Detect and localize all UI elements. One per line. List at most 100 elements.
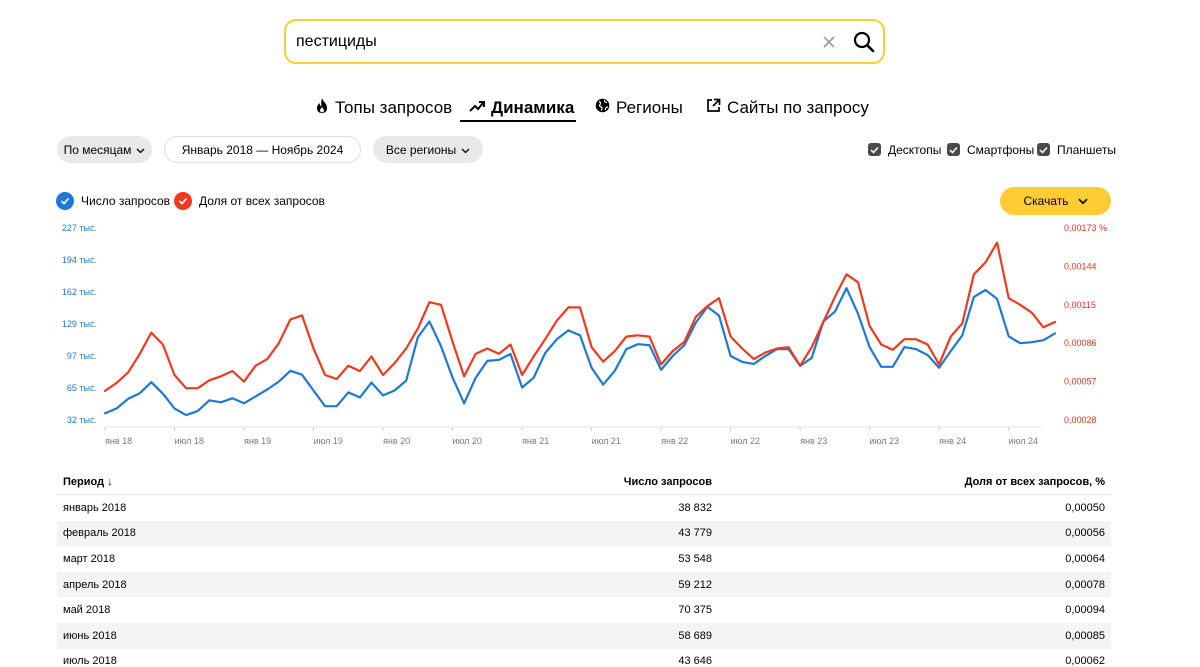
requests-cell: 53 548 — [678, 552, 712, 565]
tab-label: Топы запросов — [335, 98, 453, 117]
legend-label: Число запросов — [81, 194, 171, 208]
x-tick-label: янв 18 — [105, 436, 132, 446]
grouping-label: По месяцам — [63, 142, 132, 157]
tab-dynamics[interactable]: Динамика — [469, 96, 574, 120]
search-box — [284, 19, 885, 64]
y-right-tick-label: 0,00115 — [1064, 300, 1096, 310]
chevron-down-icon — [461, 143, 470, 157]
x-tick-label: янв 21 — [522, 436, 549, 446]
device-label: Смартфоны — [967, 142, 1035, 157]
regions-label: Все регионы — [385, 142, 457, 157]
y-right-tick-label: 0,00144 — [1064, 261, 1097, 271]
x-tick-label: июл 23 — [870, 436, 899, 446]
legend-toggle-requests[interactable]: Число запросов — [56, 191, 170, 211]
external-link-icon — [706, 98, 727, 118]
tab-label: Динамика — [491, 98, 575, 117]
y-left-tick-label: 65 тыс. — [67, 383, 97, 393]
requests-cell: 58 689 — [678, 629, 712, 642]
y-right-tick-label: 0,00086 — [1064, 338, 1097, 348]
legend-label: Доля от всех запросов — [199, 194, 325, 208]
share-cell: 0,00062 — [1065, 655, 1105, 667]
tabs: Топы запросов Динамика Регионы Сайты по … — [0, 96, 1200, 122]
share-cell: 0,00078 — [1065, 578, 1105, 591]
y-left-tick-label: 97 тыс. — [67, 351, 97, 361]
chevron-down-icon — [136, 143, 145, 157]
checkbox-checked-icon — [1037, 143, 1050, 156]
search-input[interactable] — [296, 30, 796, 54]
requests-cell: 43 646 — [678, 655, 712, 667]
y-right-tick-label: 0,00028 — [1064, 415, 1097, 425]
period-cell: июнь 2018 — [63, 629, 117, 642]
device-label: Планшеты — [1057, 142, 1116, 157]
fire-icon — [315, 97, 335, 119]
share-cell: 0,00085 — [1065, 629, 1105, 642]
period-header[interactable]: Период ↓ — [63, 476, 113, 488]
device-checkbox-desktop[interactable]: Десктопы — [868, 142, 941, 157]
regions-dropdown[interactable]: Все регионы — [373, 136, 483, 163]
x-tick-label: июл 18 — [175, 436, 204, 446]
clear-icon[interactable] — [820, 33, 838, 51]
table-header: Период ↓ Число запросов Доля от всех зап… — [57, 470, 1111, 495]
table-row: март 2018 53 548 0,00064 — [57, 546, 1111, 572]
globe-icon — [595, 98, 616, 118]
y-right-tick-label: 0,00173 % — [1064, 223, 1107, 233]
share-cell: 0,00050 — [1065, 501, 1105, 514]
y-left-tick-label: 129 тыс. — [62, 319, 97, 329]
checkbox-checked-icon — [947, 143, 960, 156]
date-range-label: Январь 2018 — Ноябрь 2024 — [181, 142, 344, 157]
table-row: февраль 2018 43 779 0,00056 — [57, 520, 1111, 547]
period-cell: март 2018 — [63, 552, 116, 565]
y-left-tick-label: 162 тыс. — [62, 287, 97, 297]
share-header: Доля от всех запросов, % — [964, 476, 1105, 488]
requests-cell: 59 212 — [678, 578, 712, 591]
active-tab-underline — [460, 120, 576, 122]
device-checkbox-tablet[interactable]: Планшеты — [1037, 142, 1116, 157]
device-label: Десктопы — [888, 142, 942, 157]
series-line-requests — [103, 286, 1057, 417]
download-label: Скачать — [1023, 194, 1069, 208]
x-tick-label: июл 24 — [1009, 436, 1038, 446]
legend-toggle-share[interactable]: Доля от всех запросов — [174, 191, 325, 211]
period-cell: май 2018 — [63, 604, 111, 617]
y-right-tick-label: 0,00057 — [1064, 377, 1097, 387]
tab-label: Регионы — [616, 98, 683, 117]
grouping-dropdown[interactable]: По месяцам — [57, 136, 152, 163]
period-cell: июль 2018 — [63, 655, 117, 667]
table-row: июль 2018 43 646 0,00062 — [57, 649, 1111, 667]
tab-regions[interactable]: Регионы — [595, 96, 683, 120]
x-tick-label: янв 20 — [383, 436, 410, 446]
requests-cell: 70 375 — [678, 604, 712, 617]
x-tick-label: янв 22 — [661, 436, 688, 446]
y-left-tick-label: 32 тыс. — [67, 415, 97, 425]
share-cell: 0,00064 — [1065, 552, 1105, 565]
requests-cell: 38 832 — [678, 501, 712, 514]
tab-label: Сайты по запросу — [727, 98, 869, 117]
checkbox-checked-icon — [868, 143, 881, 156]
device-checkbox-smartphone[interactable]: Смартфоны — [947, 142, 1034, 157]
period-cell: январь 2018 — [63, 501, 127, 514]
requests-cell: 43 779 — [678, 527, 712, 540]
period-cell: февраль 2018 — [63, 527, 136, 540]
chevron-down-icon — [1069, 194, 1088, 208]
y-left-tick-label: 194 тыс. — [62, 255, 97, 265]
dynamics-table: Период ↓ Число запросов Доля от всех зап… — [57, 470, 1111, 667]
x-tick-label: июл 22 — [731, 436, 760, 446]
x-tick-label: янв 19 — [244, 436, 271, 446]
table-row: апрель 2018 59 212 0,00078 — [57, 571, 1111, 598]
dynamics-chart: 227 тыс. 194 тыс. 162 тыс. 129 тыс. 97 тыс. 6… — [62, 223, 1107, 446]
tab-sites[interactable]: Сайты по запросу — [706, 96, 869, 120]
x-tick-label: июл 19 — [314, 436, 343, 446]
x-tick-label: июл 20 — [453, 436, 482, 446]
share-cell: 0,00056 — [1065, 527, 1105, 540]
tab-top-queries[interactable]: Топы запросов — [315, 96, 452, 120]
table-row: январь 2018 38 832 0,00050 — [57, 495, 1111, 521]
date-range-picker[interactable]: Январь 2018 — Ноябрь 2024 — [164, 136, 361, 163]
check-circle-icon — [174, 192, 192, 210]
table-row: май 2018 70 375 0,00094 — [57, 597, 1111, 623]
table-row: июнь 2018 58 689 0,00085 — [57, 622, 1111, 649]
search-icon[interactable] — [852, 30, 876, 54]
share-cell: 0,00094 — [1065, 604, 1105, 617]
check-circle-icon — [56, 192, 74, 210]
requests-header: Число запросов — [623, 476, 712, 488]
download-button[interactable]: Скачать — [1000, 187, 1111, 215]
